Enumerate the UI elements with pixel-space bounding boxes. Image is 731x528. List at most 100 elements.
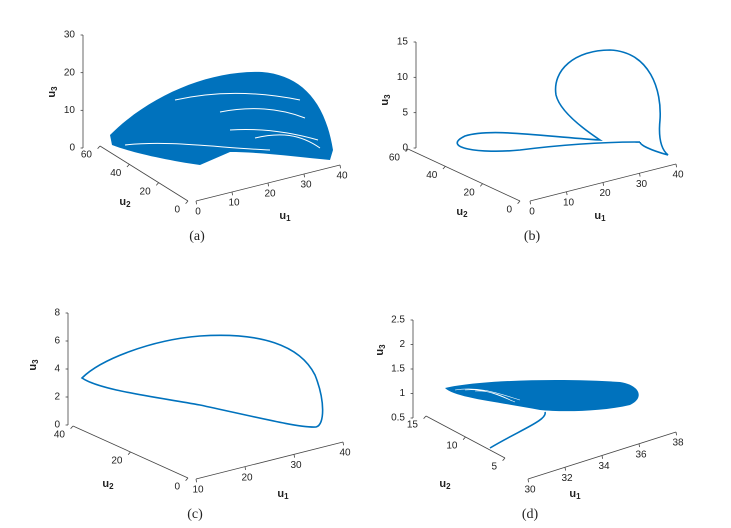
tick-label: 4 [54, 364, 60, 375]
tick-label: 40 [336, 171, 348, 182]
tick-mark [517, 200, 521, 204]
trajectory-d [489, 411, 546, 449]
attractor-a-gaps [124, 92, 321, 151]
tick-label: 0 [54, 420, 60, 431]
tick-label: 38 [672, 438, 684, 449]
tick-label: 10 [192, 485, 204, 496]
tick-mark [564, 467, 566, 471]
tick-label: 20 [140, 186, 152, 197]
axis-title-name: u [456, 206, 463, 218]
tick-label: 15 [397, 37, 409, 48]
tick-mark [442, 166, 446, 170]
axis-title-name: u [46, 91, 58, 98]
tick-label: 10 [228, 198, 240, 209]
axis-title-sub: 2 [463, 210, 468, 219]
tick-label: 20 [264, 189, 276, 200]
caption: (d) [522, 507, 539, 522]
tick-mark [126, 164, 130, 168]
axis-title: u3 [379, 94, 392, 106]
tick-mark [423, 415, 427, 419]
tick-label: 5 [491, 462, 497, 473]
axis-title-sub: 2 [446, 482, 451, 491]
tick-mark [675, 431, 677, 436]
axis-title: u3 [46, 86, 59, 98]
tick-label: 40 [426, 170, 438, 181]
tick-label: 30 [524, 485, 536, 496]
axis-title: u1 [569, 488, 581, 501]
tick-label: 10 [563, 197, 575, 208]
tick-label: 40 [339, 448, 351, 459]
axis-title-sub: 1 [601, 214, 606, 223]
axis-title: u3 [374, 344, 387, 356]
axis-title-name: u [277, 488, 284, 500]
tick-mark [405, 148, 409, 152]
tick-mark [342, 441, 344, 446]
axis-title-sub: 3 [50, 86, 59, 91]
tick-label: 36 [635, 449, 647, 460]
tick-label: 0 [174, 482, 180, 493]
tick-mark [97, 145, 101, 149]
axis-title-name: u [27, 364, 39, 371]
tick-label: 30 [300, 180, 312, 191]
tick-mark [185, 200, 189, 204]
tick-label: 2 [54, 392, 60, 403]
tick-mark [155, 182, 159, 186]
tick-mark [339, 164, 341, 169]
spiral-d [445, 380, 639, 412]
axis-title-sub: 3 [383, 94, 392, 99]
tick-label: 30 [290, 460, 302, 471]
tick-label: 1 [399, 388, 405, 399]
tick-mark [195, 200, 197, 205]
axis-title-sub: 1 [286, 214, 291, 223]
tick-label: 40 [54, 430, 66, 441]
axis-title: u2 [456, 206, 468, 219]
axis-title-name: u [439, 478, 446, 490]
tick-label: 32 [561, 473, 573, 484]
axis-title: u3 [27, 359, 40, 371]
tick-label: 0 [506, 205, 512, 216]
tick-label: 40 [110, 168, 122, 179]
axis-title-name: u [594, 210, 601, 222]
tick-mark [70, 425, 74, 429]
axis-line [99, 145, 189, 202]
tick-label: 10 [64, 105, 76, 116]
axis-title: u1 [279, 210, 291, 223]
axis-title-name: u [119, 196, 126, 208]
tick-label: 20 [599, 188, 611, 199]
tick-label: 40 [672, 170, 684, 181]
axis-line [195, 441, 344, 480]
tick-label: 0 [529, 207, 535, 218]
axis-title-sub: 3 [31, 359, 40, 364]
caption: (c) [187, 507, 203, 522]
tick-mark [231, 191, 233, 196]
tick-label: 2.5 [391, 315, 405, 326]
tick-mark [566, 191, 568, 196]
tick-label: 10 [397, 72, 409, 83]
axis-title-name: u [279, 210, 286, 222]
tick-mark [185, 477, 189, 481]
axis-title: u2 [439, 478, 451, 491]
tick-mark [529, 200, 531, 205]
axis-title: u1 [277, 488, 289, 501]
tick-label: 0 [195, 207, 201, 218]
tick-label: 30 [636, 179, 648, 190]
tick-label: 8 [54, 308, 60, 319]
tick-mark [244, 466, 246, 471]
tick-label: 2 [399, 339, 405, 350]
caption: (b) [524, 229, 541, 244]
tick-mark [638, 443, 640, 448]
tick-label: 0 [402, 143, 408, 154]
attractor-a [110, 71, 333, 165]
tick-label: 15 [407, 420, 419, 431]
tick-label: 0 [69, 143, 75, 154]
tick-label: 60 [81, 150, 93, 161]
tick-label: 1.5 [391, 364, 405, 375]
tick-mark [462, 436, 466, 440]
tick-mark [127, 451, 131, 455]
tick-label: 0 [174, 205, 180, 216]
tick-mark [675, 163, 677, 168]
tick-label: 5 [402, 107, 408, 118]
tick-mark [293, 454, 295, 458]
axis-line [407, 148, 521, 202]
